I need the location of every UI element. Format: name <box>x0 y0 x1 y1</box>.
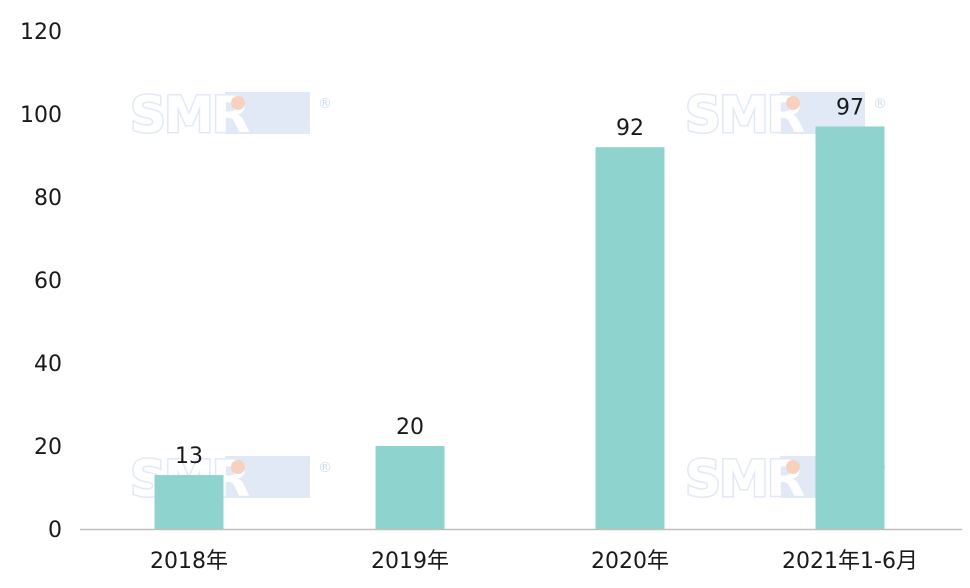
x-tick-label: 2020年 <box>591 549 669 574</box>
y-axis-tick-labels: 0 20 40 60 80 100 120 <box>20 20 62 543</box>
svg-text:SMR: SMR <box>685 450 805 508</box>
data-label: 20 <box>396 415 424 440</box>
y-tick-label: 0 <box>48 518 62 543</box>
svg-text:®: ® <box>318 460 332 476</box>
y-tick-label: 20 <box>34 435 62 460</box>
svg-text:®: ® <box>873 96 887 112</box>
svg-text:SMR: SMR <box>685 86 805 144</box>
x-tick-label: 2018年 <box>150 549 228 574</box>
watermark-layer: SMR®SMR®SMR®SMR® <box>129 85 888 510</box>
y-tick-label: 60 <box>34 269 62 294</box>
y-tick-label: 120 <box>20 20 62 45</box>
y-tick-label: 40 <box>34 352 62 377</box>
x-tick-label: 2019年 <box>371 549 449 574</box>
y-tick-label: 80 <box>34 186 62 211</box>
bar-1 <box>154 475 224 529</box>
smr-watermark-logo: SMR ® <box>684 85 888 146</box>
x-tick-label: 2021年1-6月 <box>782 549 918 574</box>
bars-group <box>154 126 885 529</box>
data-label: 97 <box>836 95 864 120</box>
data-label: 92 <box>616 116 644 141</box>
smr-watermark-logo: SMR ® <box>129 85 333 146</box>
bar-3 <box>595 147 665 529</box>
bar-2 <box>375 446 445 529</box>
bar-4 <box>815 126 885 529</box>
svg-text:SMR: SMR <box>130 86 250 144</box>
data-label: 13 <box>175 444 203 469</box>
y-tick-label: 100 <box>20 103 62 128</box>
svg-text:®: ® <box>318 96 332 112</box>
data-labels-group: 13 20 92 97 <box>175 95 864 469</box>
x-axis-tick-labels: 2018年 2019年 2020年 2021年1-6月 <box>150 549 918 574</box>
